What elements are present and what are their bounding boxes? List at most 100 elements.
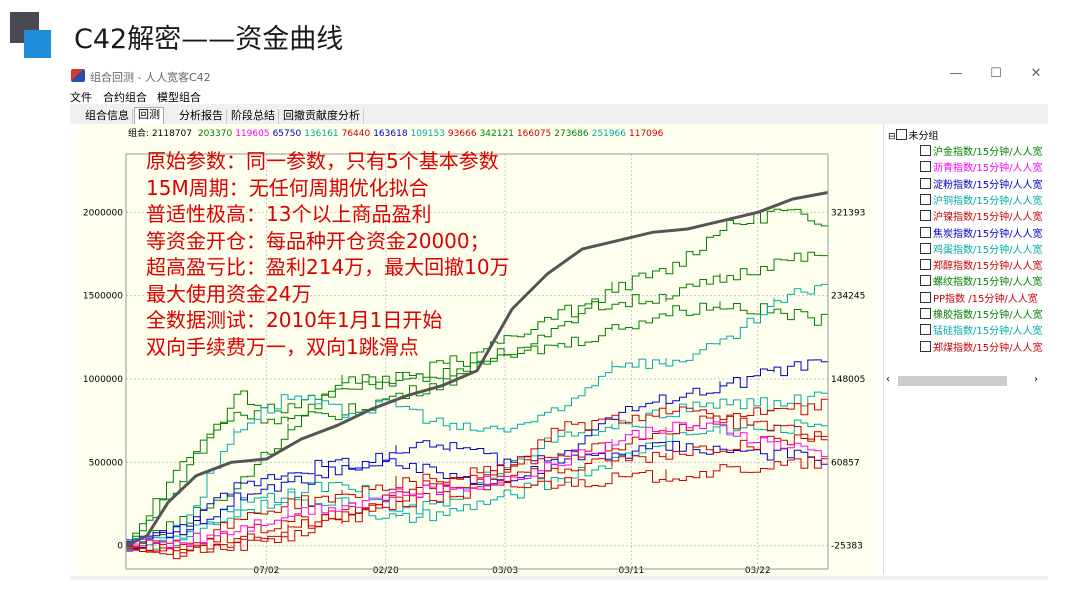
tab-drawdown-contribution[interactable]: 回撤贡献度分析 bbox=[280, 109, 364, 124]
x-axis-tick-label: 07/02 bbox=[253, 566, 279, 576]
tree-item-label: 螺纹指数/15分钟/人人宽 bbox=[933, 277, 1043, 289]
slide-title: C42解密——资金曲线 bbox=[74, 24, 344, 55]
x-axis-tick-label: 03/11 bbox=[618, 566, 644, 576]
overlay-text-line: 原始参数：同一参数，只有5个基本参数 bbox=[146, 149, 499, 173]
left-axis-tick-label: 1000000 bbox=[83, 375, 123, 385]
tree-item[interactable]: 螺纹指数/15分钟/人人宽 bbox=[920, 273, 1046, 288]
summary-value: 119605 bbox=[235, 129, 269, 139]
menu-contract-portfolio[interactable]: 合约组合 bbox=[103, 91, 147, 104]
summary-value: 251966 bbox=[592, 129, 627, 139]
left-axis-tick-label: 1500000 bbox=[83, 292, 123, 302]
tree-item[interactable]: 鸡蛋指数/15分钟/人人宽 bbox=[920, 241, 1046, 256]
tree-item[interactable]: 橡胶指数/15分钟/人人宽 bbox=[920, 306, 1046, 321]
left-axis-tick-label: 0 bbox=[117, 542, 123, 552]
tree-item[interactable]: 郑煤指数/15分钟/人人宽 bbox=[920, 339, 1046, 354]
summary-value: 76440 bbox=[342, 129, 371, 139]
plot-frame bbox=[125, 153, 829, 570]
x-axis-tick-label: 03/03 bbox=[492, 566, 518, 576]
tree-item-label: PP指数 /15分钟/人人宽 bbox=[933, 293, 1038, 305]
minimize-button[interactable]: — bbox=[949, 66, 963, 81]
tree-item[interactable]: 郑醇指数/15分钟/人人宽 bbox=[920, 257, 1046, 272]
tree-item-checkbox[interactable] bbox=[920, 226, 931, 238]
tree-item-label: 沪铜指数/15分钟/人人宽 bbox=[933, 195, 1043, 207]
tree-item-label: 焦炭指数/15分钟/人人宽 bbox=[933, 228, 1043, 240]
overlay-text-line: 15M周期：无任何周期优化拟合 bbox=[146, 175, 429, 200]
tree-item-checkbox[interactable] bbox=[920, 177, 931, 189]
series-line bbox=[126, 456, 829, 554]
menu-bar: 文件 合约组合 模型组合 bbox=[70, 88, 1048, 104]
tab-stage-summary[interactable]: 阶段总结 bbox=[228, 109, 279, 124]
tab-bar: 组合信息 回测 分析报告 阶段总结 回撤贡献度分析 bbox=[70, 104, 1048, 124]
tree-root-label: 未分组 bbox=[908, 131, 939, 142]
tree-item-label: 沪镍指数/15分钟/人人宽 bbox=[933, 212, 1043, 224]
app-icon bbox=[71, 69, 85, 82]
tree-root-checkbox[interactable] bbox=[895, 129, 907, 140]
window-bottom-strip bbox=[70, 576, 1048, 580]
tab-backtest[interactable]: 回测 bbox=[134, 107, 164, 124]
window-title-bar: 组合回测 - 人人宽客C42 — ☐ ✕ bbox=[70, 66, 1048, 88]
summary-total: 组合: 2118707 bbox=[128, 127, 195, 139]
menu-file[interactable]: 文件 bbox=[70, 91, 92, 104]
tree-horizontal-scrollbar[interactable]: ‹ › bbox=[884, 374, 1046, 388]
summary-value: 65750 bbox=[273, 129, 302, 139]
tree-item-checkbox[interactable] bbox=[920, 275, 931, 287]
tree-root[interactable]: ⊟ 未分组 bbox=[888, 127, 939, 142]
right-axis-tick-label: 60857 bbox=[831, 458, 860, 468]
tree-item-label: 沥青指数/15分钟/人人宽 bbox=[933, 163, 1043, 175]
tree-item[interactable]: 锰硅指数/15分钟/人人宽 bbox=[920, 322, 1046, 337]
total-equity-line bbox=[125, 191, 829, 548]
summary-value: 93666 bbox=[448, 129, 477, 139]
series-line bbox=[126, 440, 829, 549]
tree-item[interactable]: 沪金指数/15分钟/人人宽 bbox=[920, 143, 1046, 158]
tree-item[interactable]: PP指数 /15分钟/人人宽 bbox=[920, 290, 1046, 305]
scroll-left-icon[interactable]: ‹ bbox=[886, 374, 890, 385]
summary-value: 342121 bbox=[480, 129, 514, 139]
tree-item-checkbox[interactable] bbox=[920, 308, 931, 319]
right-axis-tick-label: 321393 bbox=[831, 208, 865, 218]
tree-item-label: 沪金指数/15分钟/人人宽 bbox=[933, 147, 1043, 158]
tree-item[interactable]: 焦炭指数/15分钟/人人宽 bbox=[920, 225, 1046, 240]
maximize-button[interactable]: ☐ bbox=[990, 66, 1002, 81]
x-axis-tick-label: 02/20 bbox=[373, 566, 399, 576]
tree-item-checkbox[interactable] bbox=[920, 242, 931, 254]
tree-item-label: 鸡蛋指数/15分钟/人人宽 bbox=[933, 244, 1043, 256]
equity-chart-panel: 组合: 2118707 203370 119605 65750 136161 76440… bbox=[78, 124, 878, 576]
menu-model-portfolio[interactable]: 模型组合 bbox=[157, 91, 201, 104]
instrument-tree-panel: ⊟ 未分组 沪金指数/15分钟/人人宽 沥青指数/15分钟/人人宽 淀粉指数/15分钟… bbox=[883, 124, 1047, 574]
tree-item-checkbox[interactable] bbox=[920, 145, 931, 156]
summary-values: 组合: 2118707 203370 119605 65750 136161 76440… bbox=[128, 127, 664, 139]
overlay-text-line: 最大使用资金24万 bbox=[146, 281, 312, 306]
tree-item[interactable]: 淀粉指数/15分钟/人人宽 bbox=[920, 176, 1046, 191]
tree-item[interactable]: 沪铜指数/15分钟/人人宽 bbox=[920, 192, 1046, 207]
summary-value: 273686 bbox=[554, 129, 589, 139]
tree-item-label: 锰硅指数/15分钟/人人宽 bbox=[933, 326, 1043, 338]
summary-value: 109153 bbox=[411, 129, 445, 139]
series-line bbox=[126, 359, 829, 550]
tab-analysis-report[interactable]: 分析报告 bbox=[176, 109, 227, 124]
summary-value: 136161 bbox=[304, 129, 338, 139]
series-line bbox=[126, 398, 829, 555]
tree-item[interactable]: 沪镍指数/15分钟/人人宽 bbox=[920, 208, 1046, 223]
overlay-text-line: 全数据测试：2010年1月1日开始 bbox=[146, 308, 443, 332]
tree-item-label: 淀粉指数/15分钟/人人宽 bbox=[933, 179, 1043, 191]
tree-item-checkbox[interactable] bbox=[920, 291, 931, 303]
tree-item[interactable]: 沥青指数/15分钟/人人宽 bbox=[920, 159, 1046, 174]
tree-item-checkbox[interactable] bbox=[920, 210, 931, 222]
summary-value: 117096 bbox=[629, 129, 664, 139]
series-line bbox=[126, 434, 829, 553]
tab-portfolio-info[interactable]: 组合信息 bbox=[82, 109, 133, 124]
scroll-right-icon[interactable]: › bbox=[1034, 374, 1038, 385]
tree-item-checkbox[interactable] bbox=[920, 161, 931, 173]
tree-item-label: 郑煤指数/15分钟/人人宽 bbox=[933, 342, 1043, 354]
tree-item-checkbox[interactable] bbox=[920, 193, 931, 205]
summary-value: 166075 bbox=[517, 129, 551, 139]
x-axis-tick-label: 03/22 bbox=[745, 566, 771, 576]
scroll-thumb[interactable] bbox=[898, 376, 1007, 386]
summary-value: 203370 bbox=[198, 129, 233, 139]
close-button[interactable]: ✕ bbox=[1030, 66, 1042, 81]
overlay-text-line: 双向手续费万一，双向1跳滑点 bbox=[146, 334, 419, 359]
tree-item-checkbox[interactable] bbox=[920, 259, 931, 271]
tree-item-checkbox[interactable] bbox=[920, 340, 931, 352]
collapse-icon[interactable]: ⊟ bbox=[888, 132, 896, 142]
tree-item-checkbox[interactable] bbox=[920, 324, 931, 336]
